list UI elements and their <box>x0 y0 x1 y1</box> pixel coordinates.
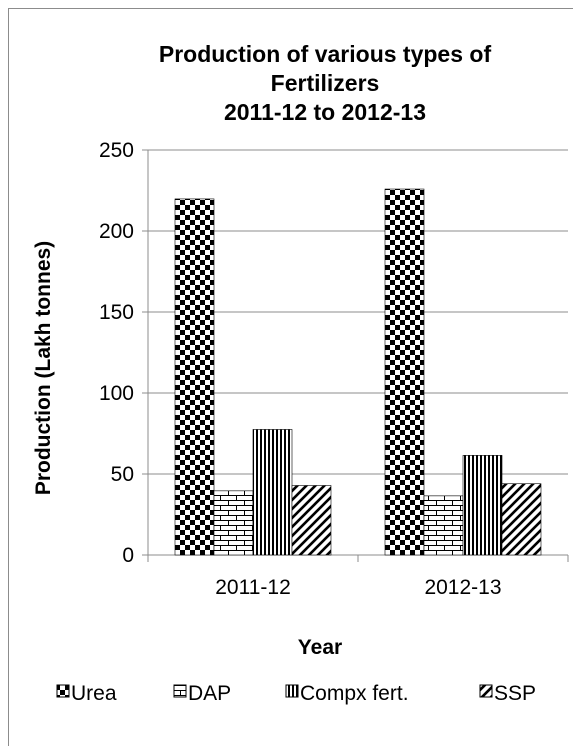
x-tick-label-2012-13: 2012-13 <box>424 576 501 599</box>
y-tick-label-150: 150 <box>99 301 134 324</box>
legend-swatch-ssp <box>479 684 493 698</box>
y-axis-title: Production (Lakh tonnes) <box>32 241 55 495</box>
y-tick-label-100: 100 <box>99 382 134 405</box>
legend-swatch-urea <box>56 684 70 698</box>
y-tick-label-200: 200 <box>99 220 134 243</box>
tick-labels: 0 50 100 150 200 250 2011-12 2012-13 <box>99 139 502 599</box>
bar-compx-fert-2011-12 <box>252 429 293 556</box>
legend-label-compx-fert: Compx fert. <box>300 682 409 705</box>
bar-ssp-2011-12 <box>291 485 332 556</box>
y-tick-label-250: 250 <box>99 139 134 162</box>
bar-urea-2012-13 <box>384 188 425 556</box>
chart-title-line-3: 2011-12 to 2012-13 <box>224 99 426 125</box>
x-axis-title: Year <box>298 636 342 659</box>
bar-urea-2011-12 <box>174 198 215 556</box>
x-tick-label-2011-12: 2011-12 <box>215 576 291 599</box>
legend-swatch-dap <box>173 684 187 698</box>
bar-ssp-2012-13 <box>501 483 542 556</box>
legend: Urea DAP Compx fert. SSP <box>56 682 536 705</box>
legend-label-dap: DAP <box>188 682 231 705</box>
gridlines <box>148 149 568 475</box>
bar-dap-2011-12 <box>213 490 254 556</box>
legend-label-ssp: SSP <box>494 682 536 705</box>
chart-frame <box>8 8 573 746</box>
bar-compx-fert-2012-13 <box>462 455 503 556</box>
chart-title-line-2: Fertilizers <box>271 70 380 96</box>
legend-swatch-compx-fert <box>285 684 299 698</box>
legend-label-urea: Urea <box>71 682 117 705</box>
chart-title-line-1: Production of various types of <box>159 41 492 67</box>
bar-dap-2012-13 <box>423 495 464 556</box>
y-tick-label-50: 50 <box>111 463 134 486</box>
bars <box>174 188 542 556</box>
y-tick-label-0: 0 <box>122 544 134 567</box>
